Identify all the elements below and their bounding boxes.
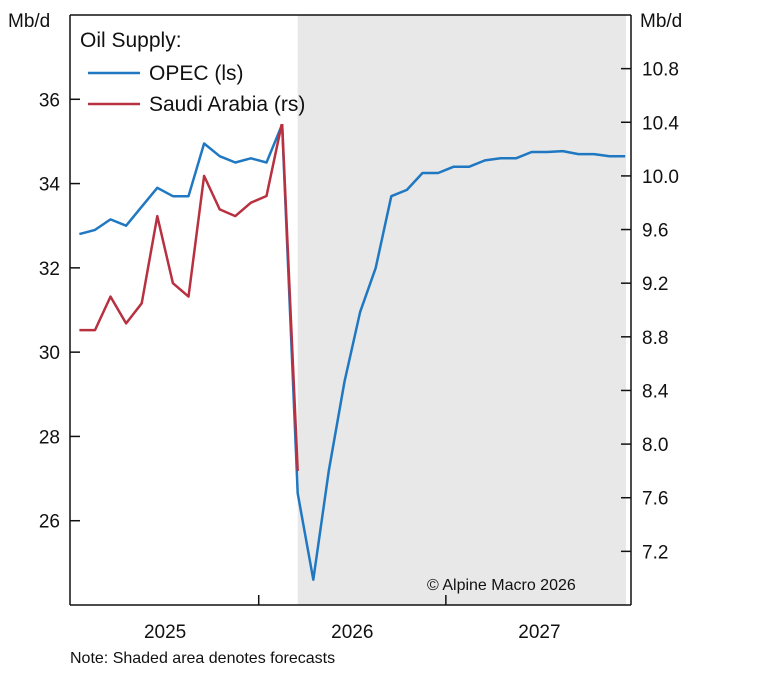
legend-label-saudi: Saudi Arabia (rs) (149, 93, 305, 116)
left-tick-label: 36 (39, 90, 60, 111)
left-tick-label: 28 (39, 427, 60, 448)
right-tick-label: 9.2 (642, 274, 668, 295)
year-label: 2026 (331, 622, 373, 643)
right-tick-label: 7.2 (642, 542, 668, 563)
right-tick-label: 7.6 (642, 489, 668, 510)
year-label: 2027 (518, 622, 560, 643)
right-tick-label: 10.4 (642, 113, 679, 134)
legend-label-opec: OPEC (ls) (149, 62, 244, 85)
year-label: 2025 (144, 622, 186, 643)
series-line-opec (79, 123, 626, 581)
right-tick-label: 10.8 (642, 60, 679, 81)
right-axis-label: Mb/d (640, 11, 682, 32)
forecast-shading (297, 15, 626, 605)
right-tick-label: 8.4 (642, 381, 669, 402)
right-tick-label: 8.0 (642, 435, 668, 456)
chart-note: Note: Shaded area denotes forecasts (70, 650, 335, 667)
left-tick-label: 32 (39, 259, 60, 280)
legend-title: Oil Supply: (80, 29, 182, 52)
left-tick-label: 26 (39, 512, 60, 533)
copyright-annotation: © Alpine Macro 2026 (427, 577, 576, 594)
right-tick-label: 10.0 (642, 167, 679, 188)
left-tick-label: 30 (39, 343, 60, 364)
series-line-saudi-arabia (79, 121, 299, 471)
right-tick-label: 8.8 (642, 328, 668, 349)
left-tick-label: 34 (39, 175, 61, 196)
legend-box (72, 16, 296, 124)
right-tick-label: 9.6 (642, 221, 668, 242)
left-axis-label: Mb/d (8, 11, 50, 32)
